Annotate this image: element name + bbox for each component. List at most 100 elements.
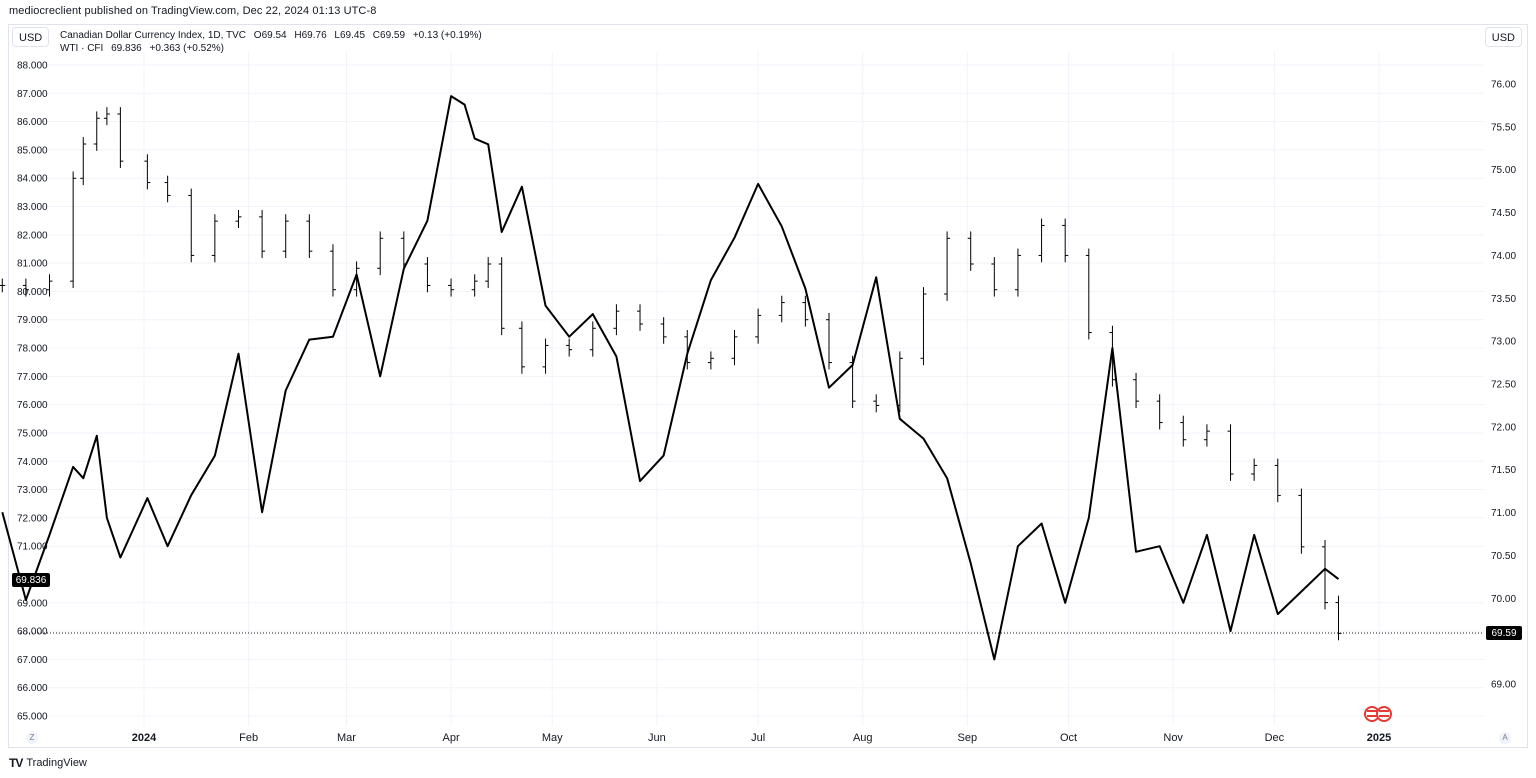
ohlc-bar: [259, 210, 266, 258]
ohlc-bar: [1251, 458, 1258, 481]
left-tick-label: 74.000: [17, 457, 48, 468]
ohlc-bar: [1062, 218, 1069, 263]
left-tick-label: 77.000: [17, 372, 48, 383]
ohlc-bar: [1085, 248, 1092, 340]
chart-frame: [8, 24, 1528, 748]
legend-row-cad[interactable]: Canadian Dollar Currency Index, 1D, TVC …: [60, 29, 487, 42]
time-tick-label: Oct: [1060, 732, 1077, 744]
ohlc-bar: [22, 278, 29, 297]
left-tick-label: 87.000: [17, 89, 48, 100]
ohlc-bar: [755, 308, 762, 344]
ohlc-bar: [0, 278, 6, 293]
right-tick-label: 71.50: [1491, 465, 1516, 476]
left-tick-label: 88.000: [17, 61, 48, 72]
legend-cad-open: O69.54: [253, 30, 287, 41]
time-tick-label: Dec: [1265, 732, 1285, 744]
right-price-axis: 76.00 75.50 75.00 74.50 74.00 73.50 73.00 72.50…: [1491, 80, 1516, 691]
legend-wti-name: WTI · CFI: [60, 43, 104, 54]
ohlc-bar: [80, 137, 87, 186]
time-tick-label: Mar: [337, 732, 356, 744]
ohlc-bar: [637, 304, 644, 331]
ohlc-bar: [684, 330, 691, 370]
right-tick-label: 76.00: [1491, 80, 1516, 91]
legend-cad-high: H69.76: [294, 30, 327, 41]
legend-cad-change: +0.13 (+0.19%): [412, 30, 482, 41]
ohlc-bar: [1298, 488, 1305, 554]
legend-cad-close: C69.59: [372, 30, 406, 41]
series-legend: Canadian Dollar Currency Index, 1D, TVC …: [60, 29, 487, 55]
ohlc-bar: [778, 295, 785, 323]
time-tick-label: May: [542, 732, 563, 744]
ohlc-bar: [93, 111, 100, 151]
publisher-line: mediocreclient published on TradingView.…: [9, 5, 377, 17]
ohlc-bar: [188, 188, 195, 263]
left-tick-label: 84.000: [17, 174, 48, 185]
ohlc-bar: [448, 278, 455, 297]
ohlc-bar: [1038, 218, 1045, 263]
footer-brand-text: TradingView: [26, 757, 87, 769]
ohlc-bar: [1180, 415, 1187, 447]
ohlc-bar: [944, 231, 951, 301]
left-tick-label: 71.000: [17, 542, 48, 553]
ohlc-bar: [471, 274, 478, 297]
ohlc-bar: [660, 317, 667, 344]
ohlc-bar: [211, 214, 218, 263]
ohlc-bar: [498, 257, 505, 336]
currency-button-left[interactable]: USD: [12, 27, 50, 47]
ohlc-bar: [485, 257, 492, 288]
ohlc-bar: [1322, 540, 1329, 610]
ohlc-bar: [306, 214, 313, 258]
ohlc-bar: [1014, 248, 1021, 297]
left-tick-label: 72.000: [17, 513, 48, 524]
left-tick-label: 83.000: [17, 202, 48, 213]
right-tick-label: 72.50: [1491, 380, 1516, 391]
time-tick-label: 2025: [1367, 732, 1391, 744]
legend-row-wti[interactable]: WTI · CFI 69.836 +0.363 (+0.52%): [60, 42, 487, 55]
tradingview-logo-icon: TV: [9, 756, 23, 770]
right-tick-label: 73.00: [1491, 337, 1516, 348]
ohlc-bar: [117, 107, 124, 168]
ohlc-bar: [589, 321, 596, 357]
left-tick-label: 65.000: [17, 712, 48, 723]
left-price-axis: 88.000 87.000 86.000 85.000 84.000 83.000 82.0…: [17, 61, 48, 723]
ohlc-bar: [991, 257, 998, 297]
ohlc-bar: [46, 274, 53, 297]
ohlc-bar: [731, 330, 738, 366]
zoom-button-left[interactable]: Z: [26, 732, 38, 744]
cad-index-bars: [0, 107, 1342, 641]
ohlc-bar: [566, 338, 573, 357]
right-tick-label: 70.50: [1491, 551, 1516, 562]
time-tick-label: Sep: [958, 732, 978, 744]
currency-button-right[interactable]: USD: [1484, 27, 1522, 47]
left-tick-label: 79.000: [17, 315, 48, 326]
left-value-badge: 69.836: [12, 573, 50, 587]
wti-series-line: [1, 95, 1340, 661]
left-tick-label: 82.000: [17, 230, 48, 241]
ohlc-bar: [873, 394, 880, 413]
ohlc-bar: [70, 171, 77, 288]
ohlc-bar: [1274, 458, 1281, 503]
time-tick-label: Aug: [853, 732, 873, 744]
ohlc-bar: [164, 175, 171, 203]
left-tick-label: 69.000: [17, 598, 48, 609]
legend-wti-change: +0.363 (+0.52%): [149, 43, 224, 54]
auto-scale-button[interactable]: A: [1499, 732, 1511, 744]
ohlc-bar: [282, 214, 289, 258]
right-tick-label: 71.00: [1491, 508, 1516, 519]
right-tick-label: 69.00: [1491, 680, 1516, 691]
legend-cad-low: L69.45: [334, 30, 366, 41]
right-tick-label: 75.50: [1491, 122, 1516, 133]
left-tick-label: 81.000: [17, 259, 48, 270]
ohlc-bar: [1156, 394, 1163, 430]
right-tick-label: 70.00: [1491, 594, 1516, 605]
left-tick-label: 73.000: [17, 485, 48, 496]
right-tick-label: 74.50: [1491, 208, 1516, 219]
ohlc-bar: [1227, 424, 1234, 481]
us-event-flag-icon[interactable]: [1364, 706, 1392, 722]
ohlc-bar: [377, 231, 384, 276]
right-tick-label: 73.50: [1491, 294, 1516, 305]
ohlc-bar: [967, 231, 974, 271]
grid-lines: [20, 52, 1484, 726]
left-tick-label: 86.000: [17, 117, 48, 128]
